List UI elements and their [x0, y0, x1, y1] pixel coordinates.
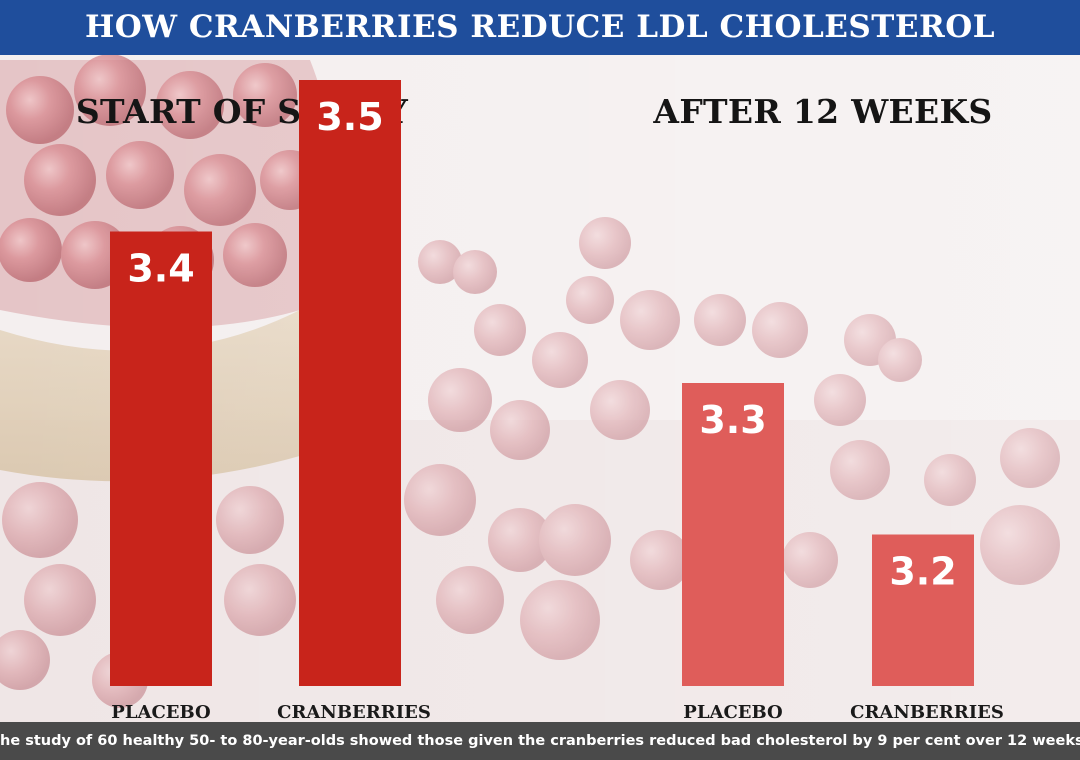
bar-cranberries-start — [299, 80, 401, 686]
chart-title-bar: HOW CRANBERRIES REDUCE LDL CHOLESTEROL — [0, 0, 1080, 55]
bar-placebo-after — [682, 383, 784, 686]
category-label-cranberries: CRANBERRIES — [850, 702, 1004, 723]
panel-title-after-12-weeks: AFTER 12 WEEKS — [653, 92, 993, 131]
bar-value-label: 3.2 — [889, 550, 956, 594]
bar-placebo-start — [110, 231, 212, 686]
category-label-placebo: PLACEBO — [683, 702, 782, 723]
bar-cranberries-after — [872, 534, 974, 686]
chart-title: HOW CRANBERRIES REDUCE LDL CHOLESTEROL — [84, 9, 996, 45]
category-label-placebo: PLACEBO — [111, 702, 210, 723]
caption-bar: he study of 60 healthy 50- to 80-year-ol… — [0, 722, 1080, 760]
caption-text: he study of 60 healthy 50- to 80-year-ol… — [0, 733, 1080, 749]
bar-value-label: 3.4 — [127, 247, 194, 291]
category-label-cranberries: CRANBERRIES — [277, 702, 431, 723]
bar-value-label: 3.5 — [316, 95, 383, 139]
bar-value-label: 3.3 — [699, 398, 766, 442]
